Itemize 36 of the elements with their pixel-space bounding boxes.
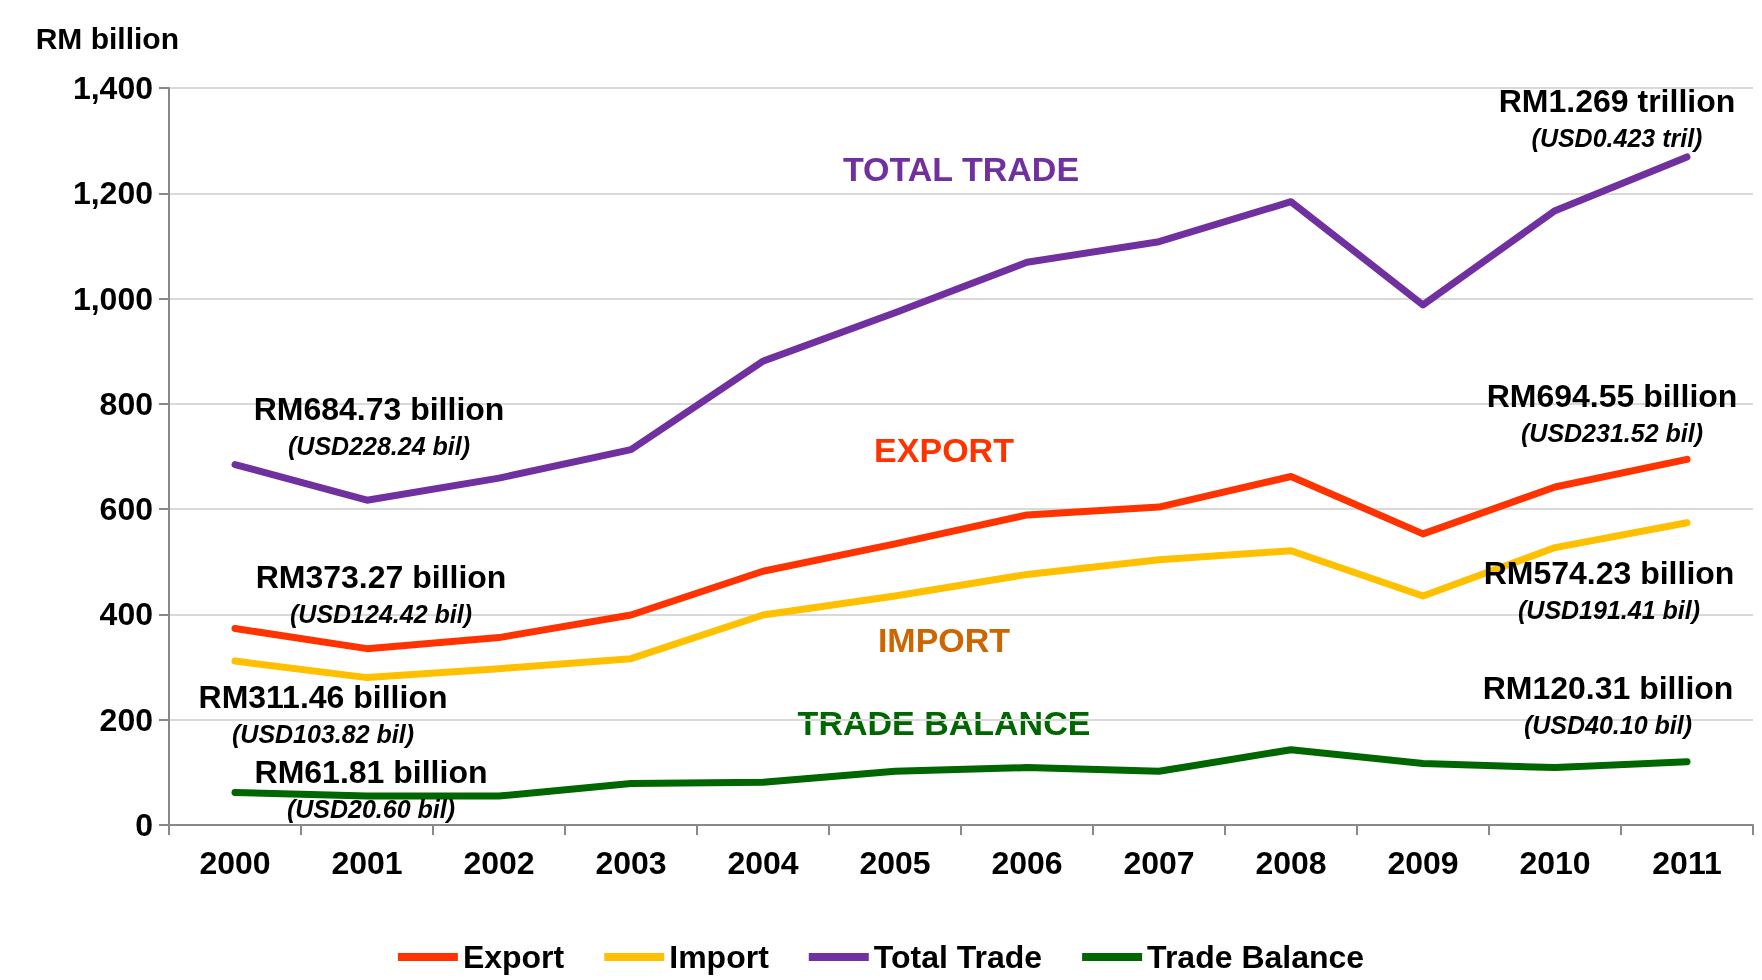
y-tick-label: 200	[99, 701, 153, 738]
y-axis-title: RM billion	[35, 21, 179, 55]
data-label: RM574.23 billion (USD191.41 bil)	[1483, 554, 1735, 624]
data-label: RM311.46 billion (USD103.82 bil)	[198, 679, 448, 749]
annotation: EXPORT	[874, 431, 1015, 469]
y-tick-label: 600	[99, 491, 153, 528]
legend-label: Trade Balance	[1147, 939, 1365, 975]
x-tick-label: 2005	[859, 845, 931, 881]
data-label: RM694.55 billion (USD231.52 bil)	[1486, 378, 1738, 448]
x-tick-label: 2011	[1652, 845, 1722, 881]
x-tick-label: 2002	[463, 845, 535, 881]
x-tick-label: 2008	[1255, 845, 1327, 881]
annotation: TOTAL TRADE	[842, 150, 1080, 188]
data-label: RM1.269 trillion (USD0.423 tril)	[1498, 82, 1736, 152]
data-label: RM120.31 billion (USD40.10 bil)	[1482, 669, 1734, 739]
data-label: RM61.81 billion (USD20.60 bil)	[254, 754, 488, 824]
x-tick-label: 2001	[331, 845, 403, 881]
x-tick-label: 2003	[595, 845, 667, 881]
y-tick-label: 400	[99, 596, 153, 633]
y-tick-label: 800	[99, 385, 153, 422]
y-tick-label: 0	[135, 807, 153, 843]
y-tick-label: 1,000	[72, 280, 153, 317]
x-tick-label: 2009	[1387, 845, 1459, 881]
x-tick-label: 2004	[727, 845, 799, 881]
data-label: RM373.27 billion (USD124.42 bil)	[255, 558, 507, 628]
legend-label: Import	[669, 939, 770, 975]
y-tick-label: 1,200	[72, 175, 153, 212]
annotation: IMPORT	[877, 621, 1011, 659]
legend-label: Export	[462, 939, 565, 975]
x-tick-label: 2006	[991, 845, 1063, 881]
legend-label: Total Trade	[873, 939, 1043, 975]
y-tick-label: 1,400	[72, 70, 153, 106]
x-tick-label: 2010	[1519, 845, 1591, 881]
x-tick-label: 2007	[1123, 845, 1195, 881]
x-tick-label: 2000	[199, 845, 271, 881]
data-label: RM684.73 billion (USD228.24 bil)	[253, 390, 505, 460]
